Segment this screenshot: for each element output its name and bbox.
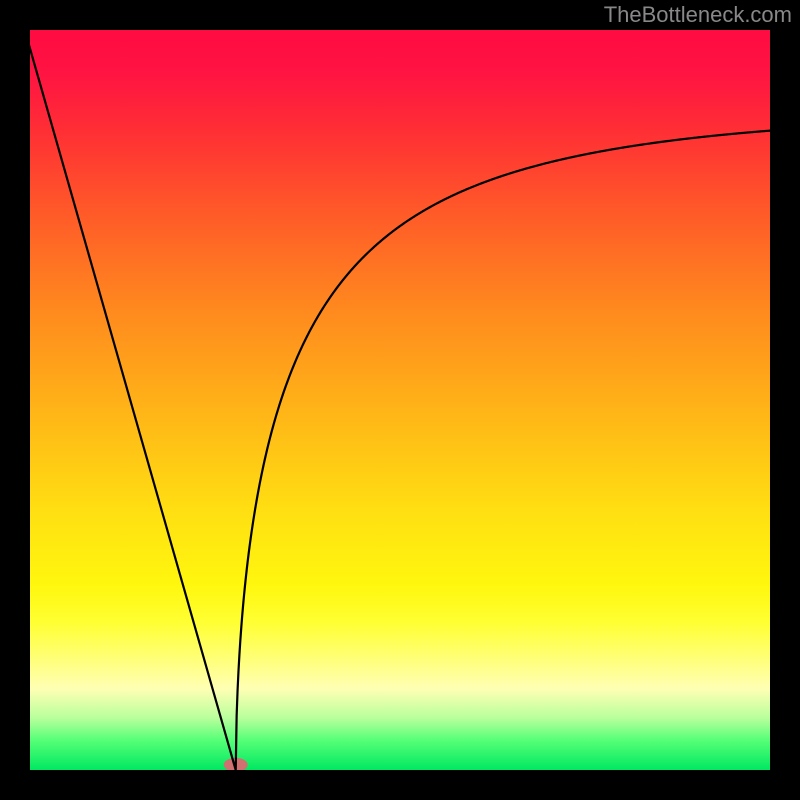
gradient-plot-area (30, 30, 770, 770)
bottleneck-chart: TheBottleneck.com (0, 0, 800, 800)
watermark-text: TheBottleneck.com (604, 2, 792, 27)
